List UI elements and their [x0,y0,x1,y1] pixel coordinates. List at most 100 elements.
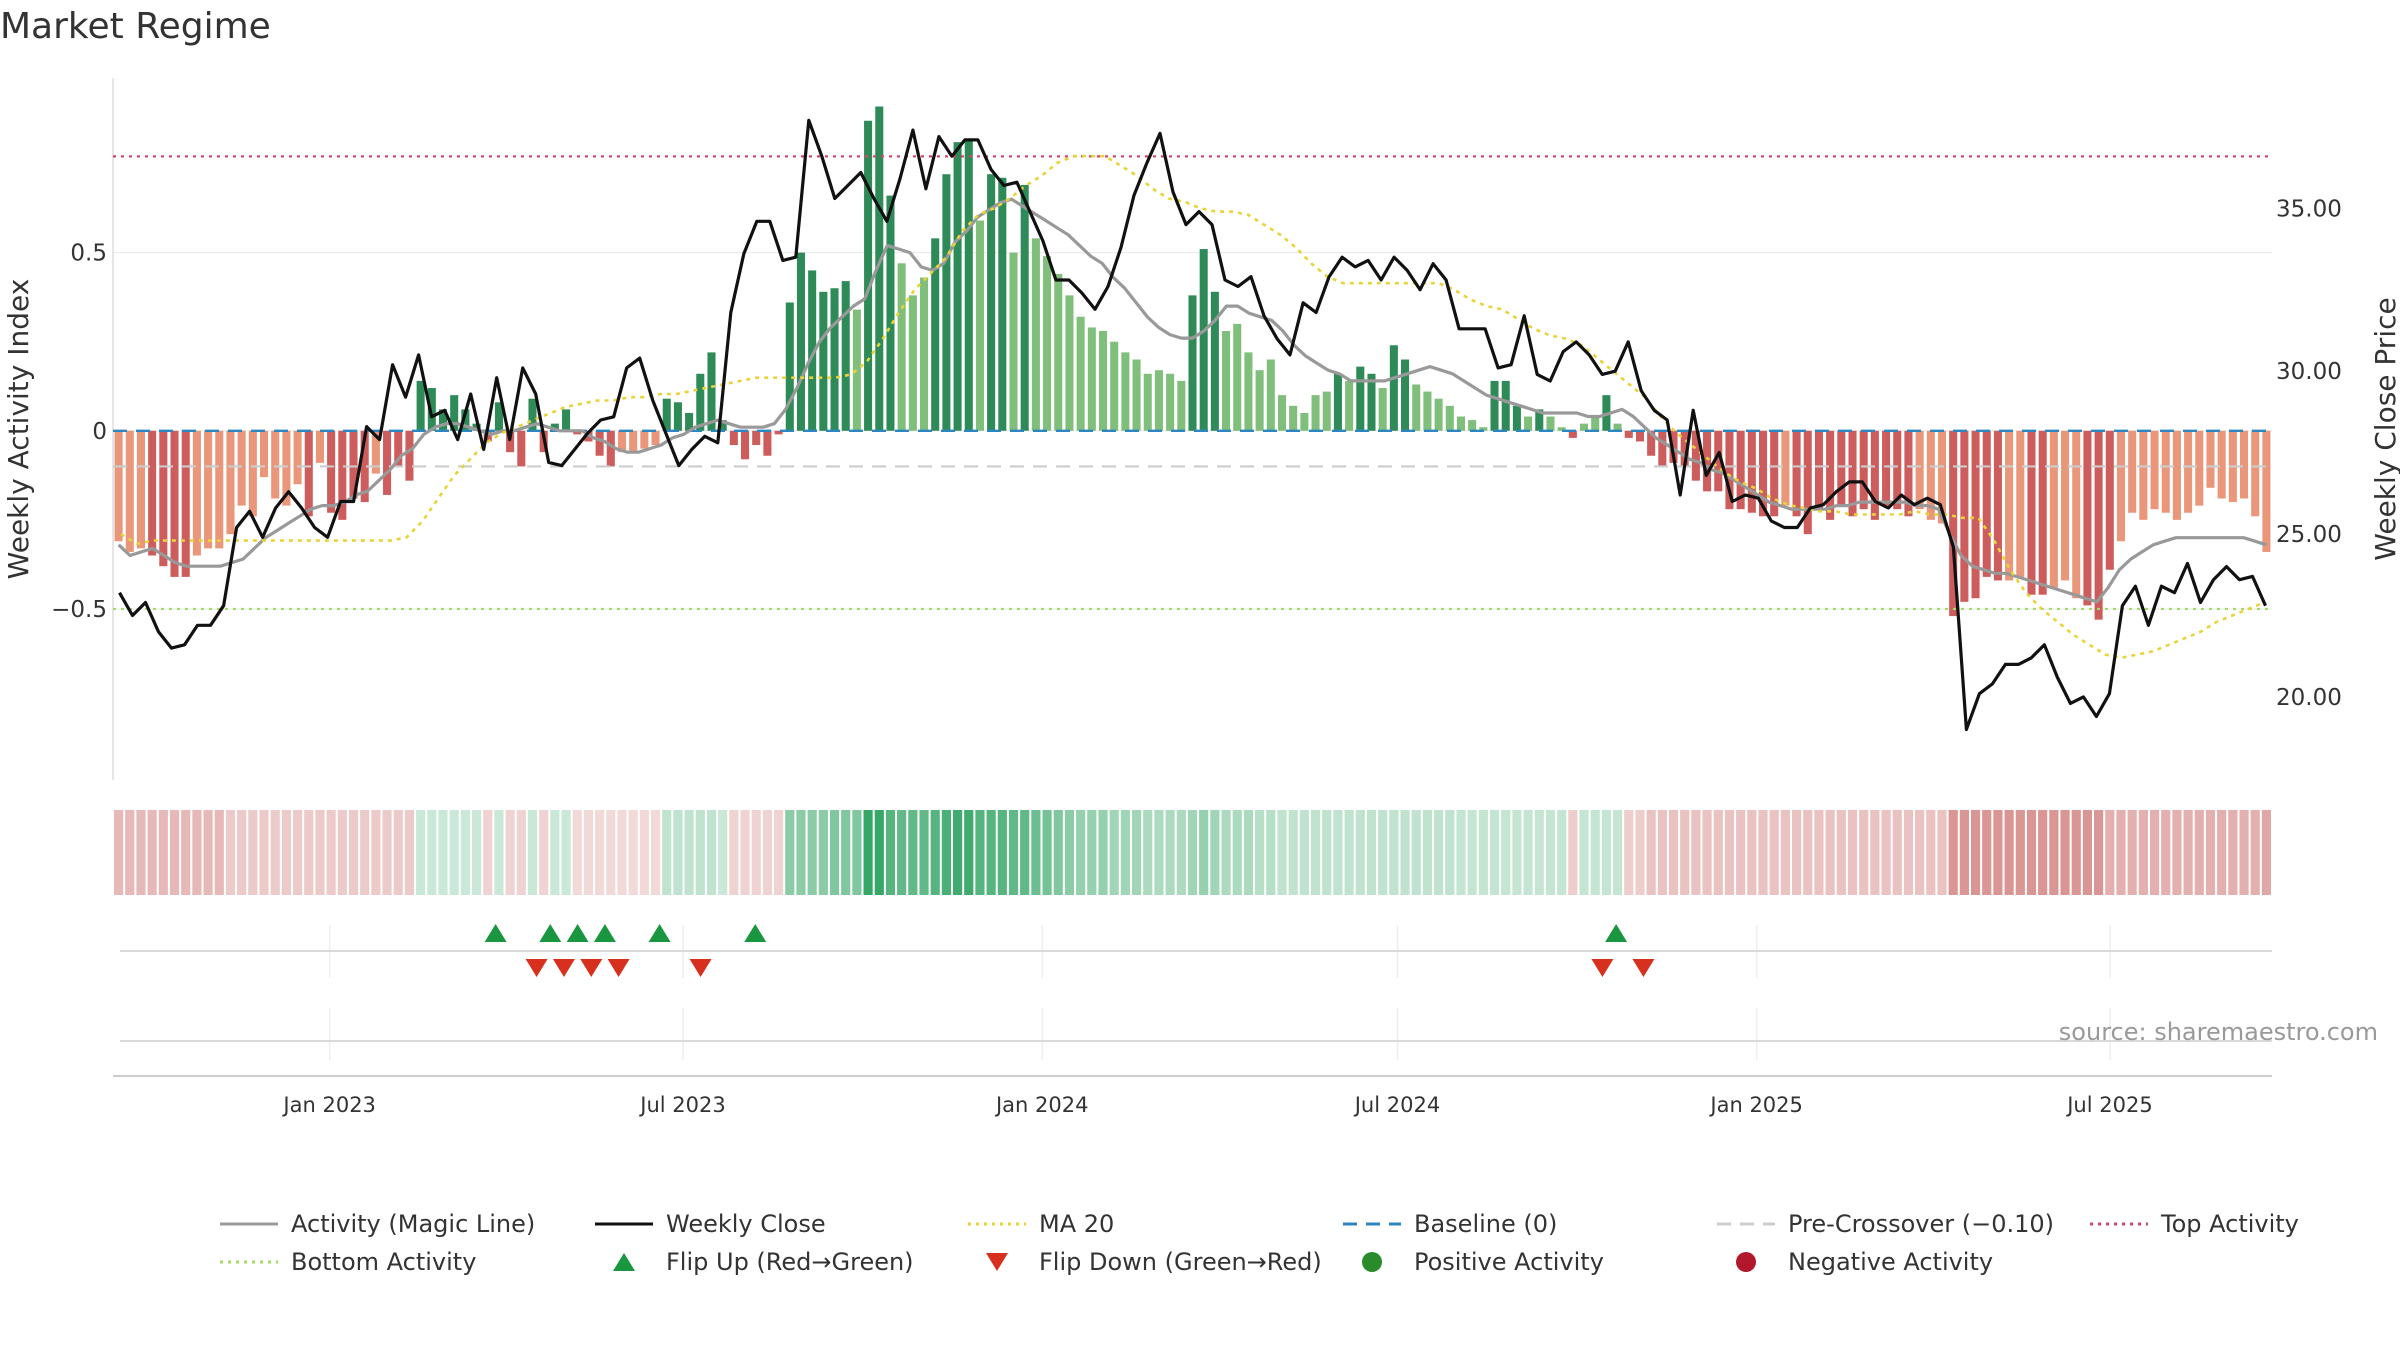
activity-bar [315,430,324,463]
activity-bar [2161,430,2170,513]
regime-strip-cell [2105,810,2115,895]
activity-bar [1177,380,1186,431]
activity-bar [1479,427,1488,431]
regime-strip-cell [2138,810,2148,895]
flip-up-marker [1605,924,1628,942]
activity-bar [886,195,895,431]
activity-bar [1591,416,1600,431]
activity-bar [114,430,123,542]
regime-strip-cell [975,810,985,895]
regime-strip-cell [337,810,347,895]
regime-strip-cell [1255,810,1265,895]
activity-bar [2005,430,2014,581]
x-tick-label: Jul 2024 [1353,1093,1440,1117]
regime-strip-cell [1456,810,1466,895]
legend-swatch-dot [1736,1252,1756,1272]
activity-bar [461,409,470,431]
flip-up-marker [744,924,767,942]
regime-strip-cell [1601,810,1611,895]
regime-strip-cell [1702,810,1712,895]
regime-strip-cell [1579,810,1589,895]
activity-bar [438,409,448,431]
regime-strip-cell [1635,810,1645,895]
regime-strip-cell [2149,810,2160,895]
regime-strip-cell [1747,810,1757,895]
regime-strip-cell [1076,810,1086,895]
activity-bar [931,238,940,431]
activity-bar [662,398,671,431]
regime-strip-cell [1903,810,1914,895]
regime-strip-cell [2038,810,2048,895]
activity-bar [2251,430,2260,517]
activity-bar [908,295,917,431]
activity-bar [1848,430,1857,517]
activity-bar [1110,341,1119,431]
regime-strip-cell [147,810,157,895]
activity-bar [1065,295,1074,431]
activity-bar [136,430,145,549]
regime-strip-cell [416,810,426,895]
activity-bar [1512,405,1521,431]
regime-strip-cell [1680,810,1690,895]
regime-strip-cell [2250,810,2260,895]
regime-strip-cell [1109,810,1119,895]
activity-bar [2217,430,2226,499]
activity-bar [1792,430,1801,517]
activity-bar [1893,430,1902,510]
regime-strip-cell [1389,810,1399,895]
regime-strip-cell [2026,810,2037,895]
activity-bar [1345,380,1354,431]
flip-down-marker [525,959,548,977]
regime-strip-cell [1590,810,1600,895]
source-label: source: sharemaestro.com [2059,1018,2378,1046]
activity-bar [2195,430,2204,506]
activity-bar [573,430,582,435]
regime-strip-cell [1993,810,2003,895]
activity-bar [271,430,280,499]
regime-strip-cell [1970,810,1981,895]
regime-strip-cell [1333,810,1343,895]
activity-bar [427,388,436,431]
regime-strip-cell [606,810,616,895]
regime-strip-cell [1545,810,1556,895]
regime-strip-cell [192,810,202,895]
regime-strip-cell [1668,810,1679,895]
x-tick-label: Jul 2025 [2065,1093,2152,1117]
regime-strip-cell [1322,810,1332,895]
activity-bar [2128,430,2137,513]
legend-label: Bottom Activity [291,1248,476,1276]
regime-strip-cell [952,810,963,895]
flip-up-marker [484,924,507,942]
activity-bar [215,430,224,549]
activity-bar [2083,430,2092,606]
activity-bar [1423,391,1432,431]
weekly-close-series [118,118,2267,732]
regime-strip-cell [494,810,504,895]
regime-strip-cell [796,810,806,895]
regime-strip-cell [1512,810,1522,895]
activity-bar [1389,345,1398,431]
activity-bar [987,174,996,431]
activity-bar [1333,373,1342,431]
regime-strip-cell [505,810,515,895]
flip-up-marker [566,924,589,942]
activity-bar [125,430,134,552]
regime-strip-cell [382,810,392,895]
activity-bar [640,430,649,449]
flip-down-marker [1591,959,1614,977]
activity-bar [1904,430,1913,517]
flip-down-marker [607,959,630,977]
regime-strip-cell [371,810,381,895]
activity-bar [1255,370,1264,431]
regime-strip-cell [471,810,482,895]
activity-bar [2240,430,2249,499]
activity-bar [1557,427,1566,431]
regime-strip-cell [1422,810,1433,895]
left-tick-label: 0 [92,419,107,445]
activity-bar [1814,430,1823,510]
activity-bar [2016,430,2025,577]
activity-bar [1490,380,1499,431]
regime-strip-cell [1221,810,1231,895]
activity-bar [1758,430,1768,517]
activity-bar [1445,405,1454,431]
